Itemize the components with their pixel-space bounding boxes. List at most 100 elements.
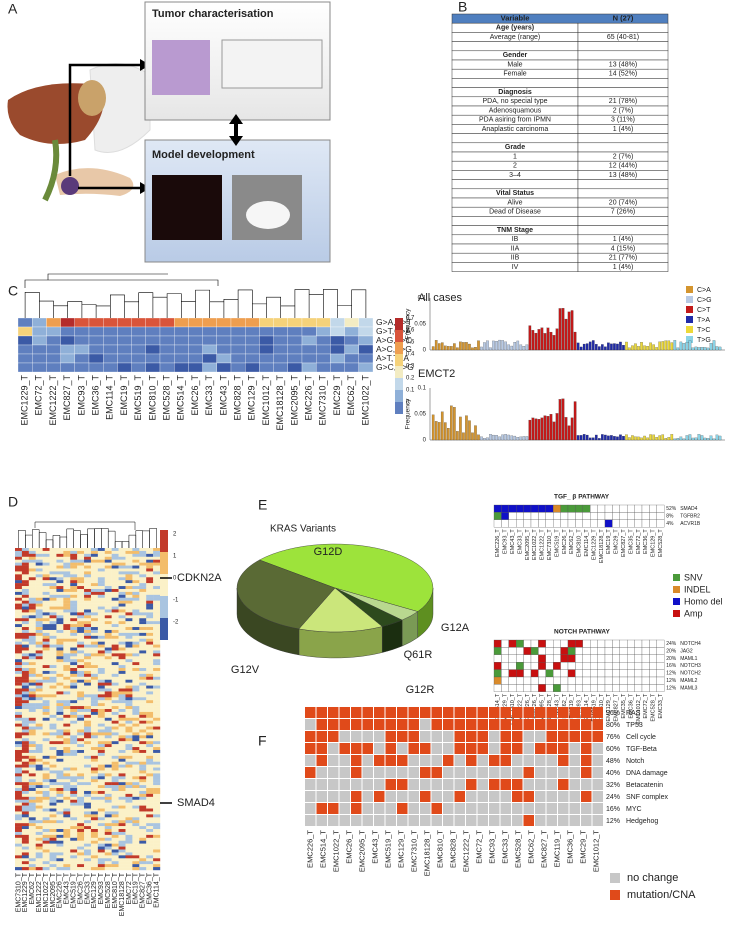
heatmap-cell	[119, 671, 126, 674]
heatmap-cell	[84, 580, 91, 583]
heatmap-cell	[29, 548, 36, 551]
oncoprint-cell	[642, 505, 649, 512]
heatmap-cell	[119, 750, 126, 753]
oncoprint-cell	[516, 677, 523, 684]
heatmap-cell	[50, 592, 57, 595]
heatmap-cell	[105, 747, 112, 750]
percent-label: 16%	[666, 663, 677, 669]
sample-label: EMC62_T	[527, 830, 536, 864]
heatmap-cell	[84, 554, 91, 557]
heatmap-cell	[84, 829, 91, 832]
heatmap-cell	[63, 612, 70, 615]
oncoprint-cell	[489, 815, 500, 826]
heatmap-cell	[146, 838, 153, 841]
heatmap-cell	[22, 656, 29, 659]
heatmap-cell	[77, 609, 84, 612]
oncoprint-cell	[605, 670, 612, 677]
heatmap-cell	[63, 765, 70, 768]
heatmap-cell	[132, 363, 146, 372]
spectrum-bar	[508, 345, 510, 350]
heatmap-cell	[98, 601, 105, 604]
oncoprint-cell	[612, 647, 619, 654]
heatmap-cell	[330, 354, 344, 363]
heatmap-cell	[98, 832, 105, 835]
heatmap-cell	[153, 715, 160, 718]
heatmap-cell	[139, 609, 146, 612]
heatmap-cell	[146, 703, 153, 706]
heatmap-cell	[77, 753, 84, 756]
heatmap-cell	[22, 718, 29, 721]
heatmap-cell	[70, 668, 77, 671]
heatmap-cell	[91, 809, 98, 812]
heatmap-cell	[36, 785, 43, 788]
table-cell	[578, 189, 668, 198]
heatmap-cell	[112, 560, 119, 563]
heatmap-cell	[56, 753, 63, 756]
heatmap-cell	[22, 756, 29, 759]
heatmap-cell	[125, 867, 132, 870]
heatmap-cell	[146, 700, 153, 703]
oncoprint-cell	[531, 647, 538, 654]
heatmap-cell	[63, 694, 70, 697]
heatmap-cell	[119, 797, 126, 800]
heatmap-cell	[77, 659, 84, 662]
heatmap-cell	[91, 727, 98, 730]
sample-label: EMC1229_T	[591, 529, 597, 561]
spectrum-bar	[707, 348, 709, 350]
heatmap-cell	[50, 814, 57, 817]
heatmap-cell	[139, 724, 146, 727]
heatmap-cell	[77, 601, 84, 604]
heatmap-cell	[32, 336, 46, 345]
heatmap-cell	[77, 744, 84, 747]
heatmap-cell	[84, 671, 91, 674]
heatmap-cell	[146, 791, 153, 794]
heatmap-cell	[146, 811, 153, 814]
oncoprint-cell	[649, 505, 656, 512]
heatmap-cell	[117, 345, 131, 354]
heatmap-cell	[132, 844, 139, 847]
heatmap-cell	[174, 318, 188, 327]
heatmap-cell	[43, 636, 50, 639]
heatmap-cell	[153, 627, 160, 630]
oncoprint-cell	[642, 647, 649, 654]
heatmap-cell	[70, 803, 77, 806]
heatmap-cell	[50, 706, 57, 709]
table-cell-text: 2	[513, 163, 517, 170]
heatmap-cell	[77, 724, 84, 727]
heatmap-cell	[112, 598, 119, 601]
heatmap-cell	[112, 551, 119, 554]
heatmap-cell	[15, 811, 22, 814]
heatmap-cell	[77, 715, 84, 718]
heatmap-cell	[103, 327, 117, 336]
heatmap-cell	[43, 557, 50, 560]
heatmap-cell	[153, 691, 160, 694]
heatmap-cell	[146, 732, 153, 735]
heatmap-cell	[139, 785, 146, 788]
heatmap-cell	[15, 592, 22, 595]
oncoprint-cell	[620, 512, 627, 519]
oncoprint-cell	[531, 505, 538, 512]
heatmap-cell	[77, 729, 84, 732]
heatmap-cell	[15, 659, 22, 662]
heatmap-cell	[132, 732, 139, 735]
legend-swatch	[610, 873, 620, 883]
heatmap-cell	[132, 354, 146, 363]
heatmap-cell	[22, 583, 29, 586]
spectrum-bar	[695, 347, 697, 350]
heatmap-cell	[330, 363, 344, 372]
heatmap-cell	[15, 809, 22, 812]
heatmap-cell	[153, 841, 160, 844]
heatmap-cell	[105, 560, 112, 563]
heatmap-cell	[84, 811, 91, 814]
heatmap-cell	[139, 700, 146, 703]
heatmap-cell	[43, 750, 50, 753]
heatmap-cell	[43, 653, 50, 656]
oncoprint-cell	[553, 662, 560, 669]
gene-label: TGFBR2	[680, 513, 700, 519]
sample-label: EMC72_T	[636, 529, 642, 554]
oncoprint-cell	[547, 743, 558, 754]
heatmap-cell	[84, 595, 91, 598]
sample-label: EMC828_T	[232, 375, 242, 421]
oncoprint-cell	[581, 767, 592, 778]
oncoprint-cell	[443, 707, 454, 718]
